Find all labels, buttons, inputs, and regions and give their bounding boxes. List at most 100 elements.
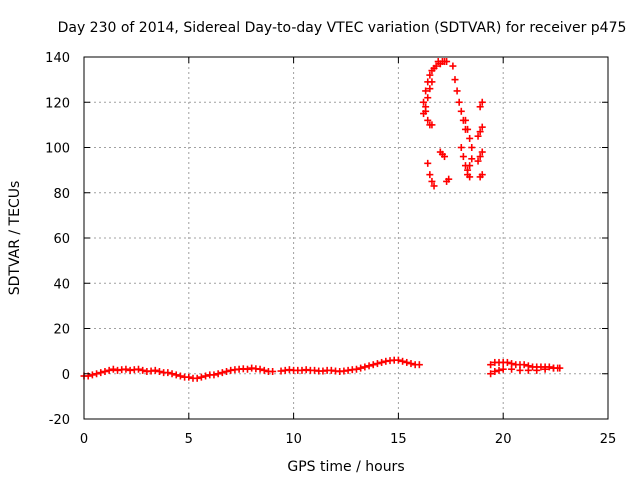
data-point: [524, 366, 532, 374]
data-point: [459, 153, 467, 161]
y-tick-label: 80: [53, 187, 70, 202]
data-point: [432, 62, 440, 70]
data-point: [105, 366, 113, 374]
data-point: [491, 367, 499, 375]
data-point: [451, 76, 459, 84]
data-point: [424, 94, 432, 102]
x-tick-label: 20: [495, 432, 512, 447]
data-point: [478, 148, 486, 156]
data-point: [426, 85, 434, 93]
data-point: [426, 171, 434, 179]
data-point: [474, 157, 482, 165]
data-point: [164, 369, 172, 377]
y-tick-label: -20: [49, 413, 70, 428]
data-point: [403, 358, 411, 366]
data-point: [415, 361, 423, 369]
data-point: [155, 367, 163, 375]
data-point: [373, 360, 381, 368]
data-point: [545, 363, 553, 371]
data-point: [468, 144, 476, 151]
y-tick-label: 0: [62, 368, 70, 383]
data-point: [487, 370, 495, 378]
axis-ticks: [83, 56, 609, 420]
data-point: [449, 62, 457, 70]
data-point: [260, 366, 268, 374]
data-point: [378, 358, 386, 366]
data-point: [466, 173, 474, 181]
data-point: [352, 365, 360, 373]
data-point: [533, 366, 541, 374]
data-point: [476, 153, 484, 161]
data-point: [520, 361, 528, 369]
data-point: [134, 365, 142, 373]
data-point: [422, 107, 430, 115]
data-point: [218, 369, 226, 377]
data-point: [256, 365, 264, 373]
data-point: [109, 365, 117, 373]
data-point: [424, 78, 432, 86]
data-point: [193, 374, 201, 382]
x-axis-label: GPS time / hours: [287, 459, 404, 475]
data-point: [468, 155, 476, 163]
data-point: [197, 373, 205, 381]
data-point: [466, 134, 474, 142]
data-point: [457, 107, 465, 115]
data-point: [139, 366, 147, 374]
data-point: [453, 87, 461, 95]
data-point: [478, 171, 486, 179]
data-point: [499, 365, 507, 373]
data-point: [168, 370, 176, 378]
data-point: [88, 371, 96, 379]
data-point: [101, 367, 109, 375]
data-point: [399, 357, 407, 365]
data-point: [243, 365, 251, 373]
y-tick-label: 140: [45, 51, 70, 66]
data-point: [455, 98, 463, 106]
data-point: [508, 365, 516, 373]
y-tick-label: 120: [45, 96, 70, 111]
y-tick-label: 20: [53, 323, 70, 338]
data-point: [407, 360, 415, 368]
data-point: [461, 116, 469, 124]
data-point: [550, 364, 558, 372]
y-tick-label: 40: [53, 277, 70, 292]
data-point: [365, 362, 373, 370]
data-point: [428, 121, 436, 129]
data-point: [495, 366, 503, 374]
y-tick-label: 60: [53, 232, 70, 247]
x-tick-label: 15: [390, 432, 407, 447]
data-point: [443, 58, 451, 66]
data-point: [422, 87, 430, 95]
data-point: [476, 103, 484, 111]
data-point: [122, 365, 130, 373]
data-point: [428, 177, 436, 185]
data-point: [185, 373, 193, 381]
data-point: [516, 366, 524, 374]
data-point: [478, 98, 486, 106]
x-tick-label: 10: [285, 432, 302, 447]
data-point: [430, 182, 438, 190]
data-point: [487, 361, 495, 369]
data-point: [214, 370, 222, 378]
data-point: [466, 162, 474, 170]
data-points: [80, 58, 564, 382]
data-point: [420, 98, 428, 106]
data-point: [503, 358, 511, 366]
data-point: [424, 159, 432, 167]
data-point: [556, 364, 564, 372]
data-point: [464, 166, 472, 174]
data-point: [269, 367, 277, 375]
data-point: [223, 367, 231, 375]
tick-labels: 0 5 10 15 20 25 -20 0 20 40 60 80 100 120 140: [45, 51, 616, 447]
data-point: [464, 125, 472, 133]
data-point: [441, 153, 449, 161]
data-point: [541, 365, 549, 373]
x-tick-label: 25: [600, 432, 617, 447]
data-point: [202, 372, 210, 380]
data-point: [361, 363, 369, 371]
data-point: [172, 371, 180, 379]
data-point: [369, 361, 377, 369]
data-point: [424, 116, 432, 124]
x-tick-label: 5: [185, 432, 193, 447]
